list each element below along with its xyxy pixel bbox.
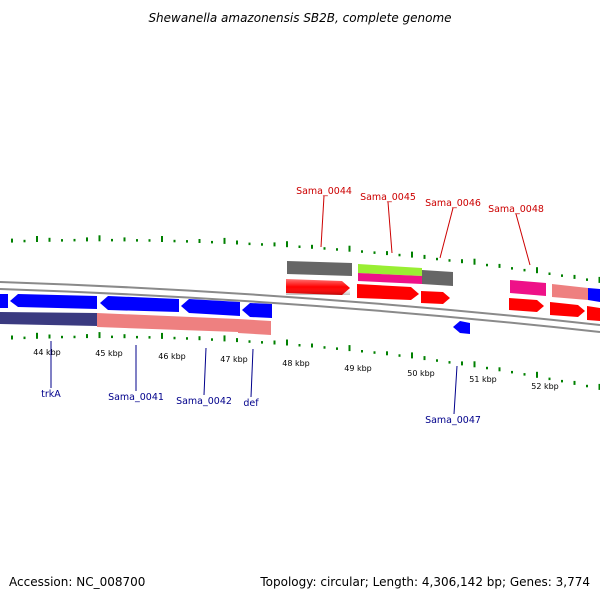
cds-reverse-def[interactable] (242, 303, 272, 318)
scale-label: 44 kbp (33, 348, 61, 357)
gene-label-sama-0042[interactable]: Sama_0042 (176, 396, 232, 407)
cds-reverse-0041[interactable] (100, 296, 179, 312)
cds-reverse-trka[interactable] (10, 294, 97, 309)
backbone-outer-line (0, 281, 600, 326)
gene-label-sama-0041[interactable]: Sama_0041 (108, 392, 164, 403)
gene-labels-top: Sama_0044 Sama_0045 Sama_0046 Sama_0048 (296, 186, 544, 266)
leader-line (453, 365, 458, 415)
scale-label: 50 kbp (407, 369, 435, 378)
gene-label-sama-0045[interactable]: Sama_0045 (360, 192, 416, 203)
gene-label-sama-0047[interactable]: Sama_0047 (425, 415, 481, 426)
gc-ticks-outer (11, 235, 600, 283)
cds-shade (286, 279, 350, 295)
scale-label: 49 kbp (344, 364, 372, 373)
feature-salmon-a[interactable] (552, 284, 588, 300)
leader-line (203, 347, 207, 396)
cds-forward-0048[interactable] (509, 298, 544, 312)
backbone-inner-line (0, 288, 600, 333)
cds-forward-0046[interactable] (421, 291, 450, 304)
scale-label: 47 kbp (220, 355, 248, 364)
track-inner-features (0, 312, 271, 335)
cds-forward-0045[interactable] (357, 284, 419, 300)
feature-navy-band[interactable] (0, 312, 97, 326)
gene-label-sama-0044[interactable]: Sama_0044 (296, 186, 352, 197)
cds-forward-edge[interactable] (587, 306, 600, 321)
map-title: Shewanella amazonensis SB2B, complete ge… (148, 11, 451, 25)
feature-green-0045[interactable] (358, 264, 422, 276)
leader-line (250, 348, 254, 398)
feature-salmon-small[interactable] (238, 319, 271, 335)
gene-label-trka[interactable]: trkA (41, 389, 61, 400)
genome-summary-text: Topology: circular; Length: 4,306,142 bp… (259, 575, 590, 589)
scale-label: 52 kbp (531, 382, 559, 391)
leader-line (387, 201, 393, 254)
track-outer-features (287, 261, 600, 302)
leader-line (515, 213, 531, 266)
gc-ticks-inner (11, 332, 600, 390)
cds-forward-b[interactable] (550, 302, 585, 317)
accession-text: Accession: NC_008700 (9, 575, 145, 589)
feature-salmon-band[interactable] (97, 313, 238, 332)
gene-label-def[interactable]: def (243, 398, 259, 409)
scale-label: 45 kbp (95, 349, 123, 358)
track-reverse-cds (0, 294, 470, 334)
gene-labels-bottom: trkA Sama_0041 Sama_0042 def Sama_0047 (41, 341, 481, 426)
track-forward-cds (286, 279, 600, 321)
feature-magenta-0048[interactable] (510, 280, 546, 296)
scale-label: 51 kbp (469, 375, 497, 384)
cds-reverse-0042[interactable] (181, 299, 240, 316)
feature-gray-0046[interactable] (422, 270, 453, 286)
leader-line (320, 195, 325, 248)
leader-line (439, 207, 454, 259)
feature-gray-0044[interactable] (287, 261, 352, 276)
cds-reverse-edge[interactable] (0, 294, 8, 308)
feature-blue-edge[interactable] (588, 288, 600, 302)
gene-label-sama-0046[interactable]: Sama_0046 (425, 198, 481, 209)
scale-label: 46 kbp (158, 352, 186, 361)
scale-labels: 44 kbp 45 kbp 46 kbp 47 kbp 48 kbp 49 kb… (33, 348, 559, 391)
scale-label: 48 kbp (282, 359, 310, 368)
cds-reverse-0047[interactable] (453, 321, 470, 334)
gene-label-sama-0048[interactable]: Sama_0048 (488, 204, 544, 215)
feature-magenta-0045[interactable] (358, 273, 422, 284)
